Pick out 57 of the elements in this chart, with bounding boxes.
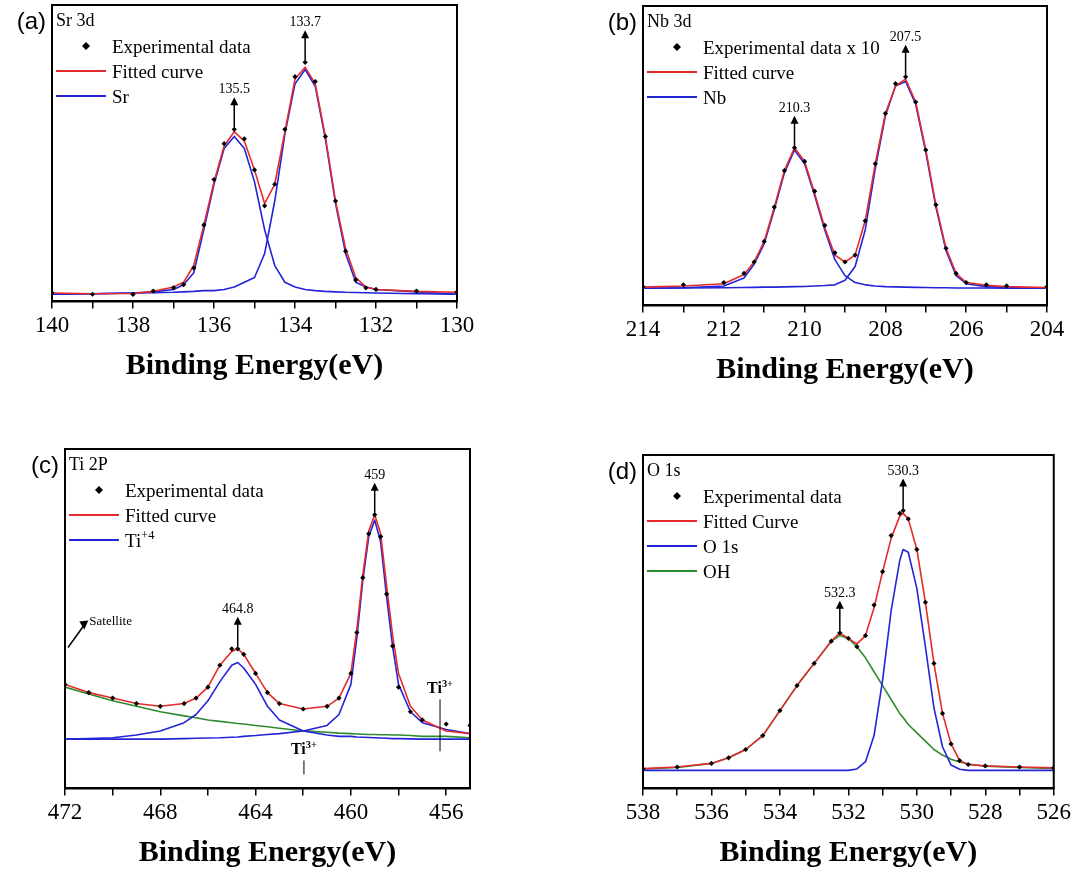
legend-label: Experimental data — [112, 36, 252, 57]
x-axis-title: Binding Energy(eV) — [719, 833, 978, 868]
legend-title: Nb 3d — [647, 11, 692, 31]
annotation: 133.7 — [289, 14, 321, 30]
x-tick-label: 210 — [787, 316, 822, 342]
annotation: 210.3 — [778, 99, 811, 115]
legend-title: Ti 2P — [69, 454, 108, 474]
x-axis-title: Binding Energy(eV) — [716, 350, 974, 385]
x-tick-label: 538 — [625, 799, 661, 825]
chart-title: (c) — [31, 451, 59, 478]
x-tick-label: 468 — [143, 799, 178, 825]
x-tick-label: 212 — [706, 316, 742, 342]
legend-label: Fitted curve — [112, 61, 204, 82]
x-tick-label: 206 — [948, 316, 984, 342]
annotation: 135.5 — [218, 81, 250, 97]
legend-label: O 1s — [703, 536, 739, 557]
x-tick-label: 214 — [625, 316, 661, 342]
x-axis-title: Binding Energy(eV) — [125, 346, 384, 381]
legend-label: Sr — [112, 86, 130, 107]
legend-label: Fitted curve — [125, 505, 217, 526]
x-tick-label: 472 — [47, 799, 83, 825]
x-tick-label: 136 — [196, 312, 232, 338]
x-tick-label: 134 — [277, 312, 313, 338]
chart-title: (a) — [16, 7, 47, 34]
legend-title: O 1s — [647, 460, 681, 480]
annotation: 207.5 — [889, 28, 922, 44]
legend-label: Experimental data x 10 — [703, 37, 880, 58]
x-tick-label: 130 — [439, 312, 475, 338]
legend-label: Nb — [703, 87, 727, 108]
annotation: 459 — [364, 466, 386, 482]
annotation: 464.8 — [221, 600, 254, 616]
x-tick-label: 138 — [115, 312, 151, 338]
chart-title: (b) — [607, 8, 638, 35]
legend-label: Fitted Curve — [703, 511, 799, 532]
x-tick-label: 460 — [333, 799, 369, 825]
x-tick-label: 140 — [34, 312, 70, 338]
x-tick-label: 534 — [762, 799, 798, 825]
x-tick-label: 532 — [831, 799, 866, 825]
x-tick-label: 204 — [1029, 316, 1065, 342]
x-axis-title: Binding Energy(eV) — [138, 833, 397, 868]
annotation: 530.3 — [887, 462, 919, 478]
x-tick-label: 456 — [428, 799, 464, 825]
x-tick-label: 464 — [238, 799, 274, 825]
x-tick-label: 536 — [694, 799, 729, 825]
legend-title: Sr 3d — [56, 10, 95, 30]
x-tick-label: 530 — [899, 799, 935, 825]
x-tick-label: 526 — [1036, 799, 1071, 825]
annotation: 532.3 — [824, 584, 856, 600]
x-tick-label: 208 — [868, 316, 903, 342]
legend-label: Fitted curve — [703, 62, 795, 83]
x-tick-label: 528 — [968, 799, 1003, 825]
chart-title: (d) — [607, 457, 638, 484]
x-tick-label: 132 — [358, 312, 394, 338]
legend-label: OH — [703, 561, 731, 582]
annotation: Satellite — [89, 613, 133, 629]
legend-label: Experimental data — [125, 480, 265, 501]
legend-label: Experimental data — [703, 486, 843, 507]
